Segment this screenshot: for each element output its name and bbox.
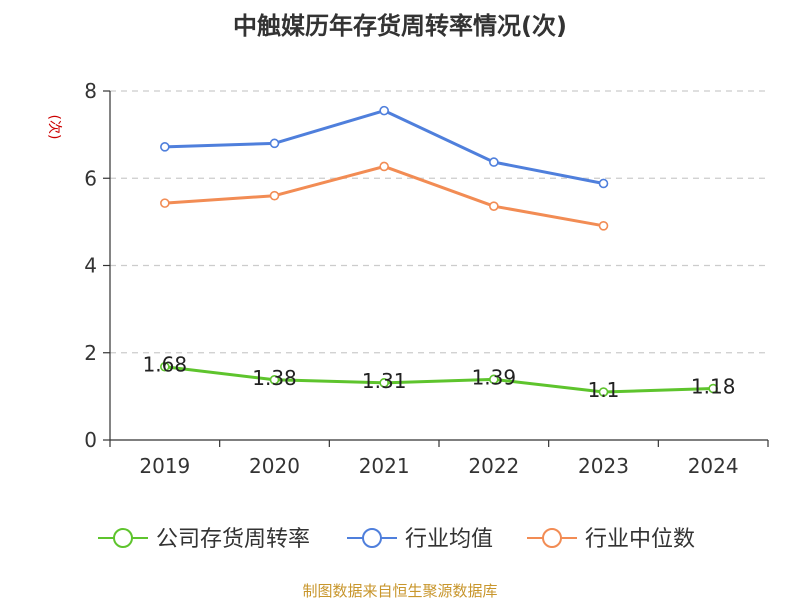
series-point-1 <box>379 378 389 388</box>
series-point-2 <box>379 105 389 116</box>
series-point-3 <box>598 221 609 231</box>
series-line-1 <box>164 365 714 394</box>
series-point-2 <box>160 142 170 152</box>
x-tick-label: 2021 <box>359 454 410 478</box>
data-label: 1.38 <box>252 366 297 390</box>
x-tick-label: 2023 <box>578 454 629 478</box>
legend-marker-2 <box>362 528 382 548</box>
series-point-1 <box>598 387 609 397</box>
legend-marker-1 <box>113 528 133 548</box>
y-tick-label: 6 <box>84 166 97 190</box>
x-tick-label: 2022 <box>468 454 519 478</box>
series-point-1 <box>708 383 718 394</box>
series-line-3 <box>164 164 604 228</box>
legend-marker-3 <box>542 528 562 548</box>
y-tick-label: 4 <box>84 254 97 278</box>
data-labels: 1.68 1.38 1.31 1.39 1.1 1.18 <box>143 353 736 402</box>
series-line-2 <box>164 109 604 185</box>
axes: 0 2 4 6 8 2019 2020 2021 2022 2023 2024 <box>84 79 769 478</box>
series-point-3 <box>489 201 499 211</box>
x-tick-label: 2020 <box>249 454 300 478</box>
legend: 公司存货周转率 行业均值 行业中位数 <box>98 527 695 552</box>
series-point-2 <box>489 157 499 167</box>
series-point-3 <box>160 198 170 208</box>
legend-label-1: 公司存货周转率 <box>156 527 310 552</box>
chart-title: 中触媒历年存货周转率情况(次) <box>233 12 567 40</box>
series-point-2 <box>598 178 609 189</box>
x-tick-label: 2019 <box>139 454 190 478</box>
data-label: 1.1 <box>588 378 620 402</box>
series-point-3 <box>379 161 389 172</box>
grid-lines <box>110 90 768 354</box>
data-label: 1.18 <box>691 375 736 399</box>
y-tick-label: 2 <box>84 341 97 365</box>
legend-label-3: 行业中位数 <box>585 527 695 552</box>
y-tick-label: 8 <box>84 79 97 103</box>
series-point-1 <box>160 361 170 372</box>
series-point-1 <box>269 374 280 385</box>
data-label: 1.31 <box>362 369 407 393</box>
series-point-3 <box>269 190 280 201</box>
series-point-2 <box>269 138 280 149</box>
data-label: 1.39 <box>472 365 517 389</box>
x-tick-label: 2024 <box>688 454 739 478</box>
series-point-1 <box>489 374 499 385</box>
y-axis-label: (次) <box>46 115 62 140</box>
y-tick-label: 0 <box>84 428 97 452</box>
data-label: 1.68 <box>143 353 188 377</box>
series-layer <box>160 105 718 397</box>
source-note: 制图数据来自恒生聚源数据库 <box>302 582 497 600</box>
legend-label-2: 行业均值 <box>405 527 493 552</box>
